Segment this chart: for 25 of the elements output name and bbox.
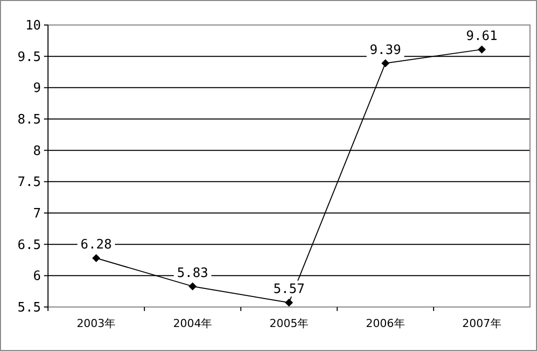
point [92,254,100,262]
x-tick-label: 2007年 [462,317,502,330]
y-tick-label: 6.5 [18,238,41,253]
y-tick-label: 8 [33,144,41,159]
y-tick-label: 7.5 [18,175,41,190]
data-label: 5.57 [273,282,305,298]
point [285,298,293,307]
data-label: 9.61 [466,28,498,44]
y-tick-label: 6 [33,269,41,284]
point [381,59,390,68]
data-label: 9.39 [370,42,402,58]
y-tick-label: 8.5 [18,112,41,128]
y-tick-label: 9 [33,81,41,96]
x-tick-label: 2004年 [173,317,212,330]
x-tick-label: 2005年 [270,317,308,330]
data-label: 6.28 [80,238,112,253]
y-tick-label: 10 [25,18,41,34]
x-tick-label: 2003年 [76,317,116,330]
y-tick-label: 7 [33,206,41,222]
point [188,282,197,290]
y-tick-label: 5.5 [18,300,41,316]
point [478,45,486,54]
data-label: 5.83 [176,266,208,281]
x-tick-label: 2006年 [366,317,405,330]
y-tick-label: 9.5 [18,50,41,65]
